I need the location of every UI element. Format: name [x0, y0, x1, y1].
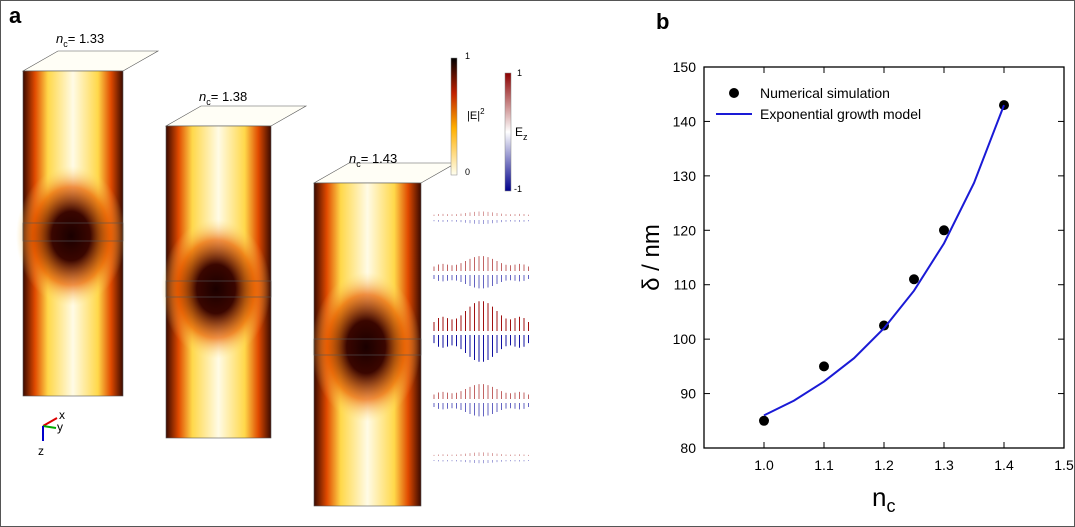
crystal: [311, 162, 458, 507]
data-point: [879, 320, 889, 331]
colorbar-max: 1: [465, 51, 470, 61]
axis-y: y: [57, 420, 63, 434]
x-tick-label: 1.3: [934, 457, 954, 473]
colorbar-intensity: 1 |E|2 0: [450, 51, 485, 177]
value: = 1.38: [211, 89, 248, 104]
label: |E|: [467, 110, 480, 122]
axes-triad: x y z: [38, 408, 65, 458]
data-point: [759, 415, 769, 426]
crystal-label: nc= 1.38: [199, 89, 247, 107]
value: = 1.33: [68, 31, 105, 46]
colorbar-label: Ez: [515, 125, 528, 142]
symbol: n: [349, 151, 356, 166]
panel-label: b: [656, 9, 669, 34]
y-tick-label: 110: [674, 277, 697, 293]
data-point: [819, 361, 829, 372]
label: E: [515, 125, 523, 139]
y-tick-label: 130: [673, 168, 697, 184]
x-tick-label: 1.2: [874, 457, 894, 473]
y-tick-label: 150: [673, 59, 697, 75]
subscript: c: [63, 39, 68, 49]
colorbar-min: 0: [465, 167, 470, 177]
colorbar-ez: 1 Ez -1: [504, 68, 528, 194]
legend-marker: [729, 88, 739, 98]
exponent: 2: [480, 107, 485, 116]
symbol: n: [199, 89, 206, 104]
data-point: [909, 274, 919, 285]
colorbar-max: 1: [517, 68, 522, 78]
subscript: z: [523, 132, 528, 142]
x-axis-label: nc: [872, 482, 895, 516]
y-tick-label: 90: [680, 386, 696, 402]
chart: b 1.0 1.1 1.2 1.3 1.4 1.5 80 90 100 110 120 130 140 15…: [638, 9, 1074, 516]
subscript: c: [206, 97, 211, 107]
y-axis-label: δ / nm: [638, 224, 665, 291]
y-tick-label: 140: [673, 113, 697, 129]
value: = 1.43: [361, 151, 398, 166]
crystal-label: nc= 1.43: [349, 151, 397, 169]
x-label-subscript: c: [886, 496, 895, 516]
y-tick-label: 100: [673, 331, 697, 347]
legend-label: Numerical simulation: [760, 85, 890, 101]
crystal: [161, 105, 308, 439]
axis-z: z: [38, 444, 44, 458]
fit-line: [763, 104, 1005, 417]
legend-label: Exponential growth model: [760, 106, 921, 122]
crystal-label: nc= 1.33: [56, 31, 104, 49]
axis-x: x: [59, 408, 65, 422]
crystal: [16, 50, 160, 397]
data-point: [939, 225, 949, 236]
plot-frame: [703, 66, 1065, 449]
y-tick-label: 80: [680, 440, 696, 456]
colorbar-label: |E|2: [467, 107, 485, 122]
x-label-text: n: [872, 482, 886, 512]
subscript: c: [356, 159, 361, 169]
x-tick-label: 1.0: [754, 457, 774, 473]
symbol: n: [56, 31, 63, 46]
y-tick-label: 120: [673, 222, 697, 238]
x-tick-label: 1.5: [1054, 457, 1074, 473]
colorbar-min: -1: [514, 184, 522, 194]
panel-label: a: [9, 3, 22, 28]
x-tick-label: 1.4: [994, 457, 1014, 473]
field-arrows: [433, 211, 529, 464]
x-tick-label: 1.1: [814, 457, 834, 473]
